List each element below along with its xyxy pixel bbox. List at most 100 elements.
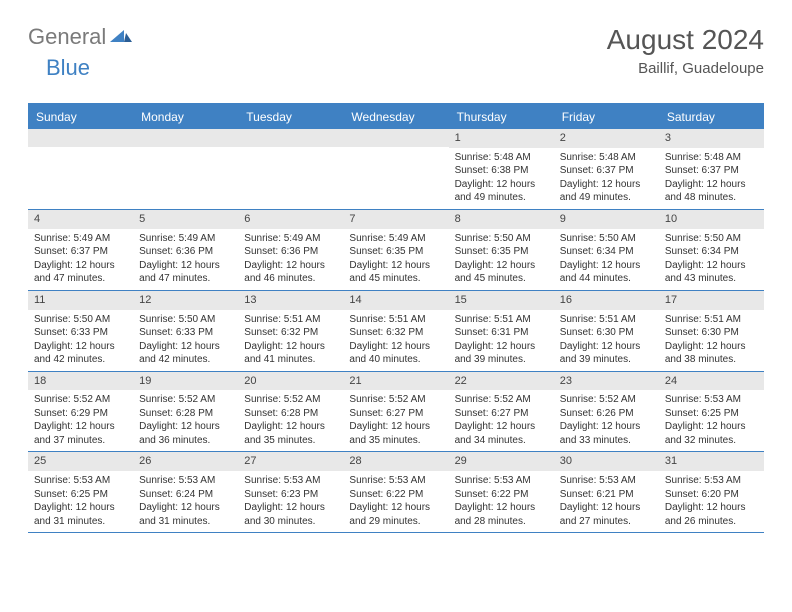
- week-row: 18Sunrise: 5:52 AMSunset: 6:29 PMDayligh…: [28, 372, 764, 453]
- sunrise-text: Sunrise: 5:53 AM: [139, 474, 232, 488]
- daylight-text: Daylight: 12 hours and 31 minutes.: [139, 501, 232, 528]
- day-body: Sunrise: 5:52 AMSunset: 6:26 PMDaylight:…: [554, 392, 659, 451]
- day-number: 21: [343, 372, 448, 391]
- sunset-text: Sunset: 6:34 PM: [560, 245, 653, 259]
- day-body: Sunrise: 5:48 AMSunset: 6:38 PMDaylight:…: [449, 150, 554, 209]
- page-title: August 2024: [607, 24, 764, 56]
- day-body: Sunrise: 5:52 AMSunset: 6:27 PMDaylight:…: [449, 392, 554, 451]
- sunrise-text: Sunrise: 5:50 AM: [455, 232, 548, 246]
- day-body: Sunrise: 5:50 AMSunset: 6:35 PMDaylight:…: [449, 231, 554, 290]
- sunset-text: Sunset: 6:33 PM: [139, 326, 232, 340]
- sunrise-text: Sunrise: 5:53 AM: [560, 474, 653, 488]
- day-number: 12: [133, 291, 238, 310]
- sunset-text: Sunset: 6:33 PM: [34, 326, 127, 340]
- week-row: 25 Sunrise: 5:53 AMSunset: 6:25 PMDayligh…: [28, 452, 764, 533]
- sunrise-text: Sunrise: 5:53 AM: [665, 393, 758, 407]
- daylight-text: Daylight: 12 hours and 45 minutes.: [455, 259, 548, 286]
- sunset-text: Sunset: 6:28 PM: [139, 407, 232, 421]
- day-body: Sunrise: 5:49 AMSunset: 6:35 PMDaylight:…: [343, 231, 448, 290]
- sunrise-text: Sunrise: 5:52 AM: [244, 393, 337, 407]
- day-number: 25: [28, 452, 133, 471]
- daylight-text: Daylight: 12 hours and 41 minutes.: [244, 340, 337, 367]
- day-body: Sunrise: 5:52 AMSunset: 6:28 PMDaylight:…: [133, 392, 238, 451]
- sunset-text: Sunset: 6:20 PM: [665, 488, 758, 502]
- daylight-text: Daylight: 12 hours and 47 minutes.: [34, 259, 127, 286]
- day-cell: 2Sunrise: 5:48 AMSunset: 6:37 PMDaylight…: [554, 129, 659, 209]
- day-number: 8: [449, 210, 554, 229]
- sunrise-text: Sunrise: 5:51 AM: [455, 313, 548, 327]
- daylight-text: Daylight: 12 hours and 46 minutes.: [244, 259, 337, 286]
- sunset-text: Sunset: 6:21 PM: [560, 488, 653, 502]
- sunset-text: Sunset: 6:23 PM: [244, 488, 337, 502]
- day-body: Sunrise: 5:51 AMSunset: 6:30 PMDaylight:…: [659, 312, 764, 371]
- sunset-text: Sunset: 6:32 PM: [244, 326, 337, 340]
- daylight-text: Daylight: 12 hours and 39 minutes.: [560, 340, 653, 367]
- logo: General: [28, 24, 134, 50]
- day-body: Sunrise: 5:52 AMSunset: 6:27 PMDaylight:…: [343, 392, 448, 451]
- day-number: 23: [554, 372, 659, 391]
- daylight-text: Daylight: 12 hours and 35 minutes.: [349, 420, 442, 447]
- day-number: [343, 129, 448, 147]
- daylight-text: Daylight: 12 hours and 29 minutes.: [349, 501, 442, 528]
- daylight-text: Daylight: 12 hours and 34 minutes.: [455, 420, 548, 447]
- day-body: Sunrise: 5:50 AMSunset: 6:34 PMDaylight:…: [659, 231, 764, 290]
- day-body: Sunrise: 5:53 AMSunset: 6:22 PMDaylight:…: [449, 473, 554, 532]
- day-number: 13: [238, 291, 343, 310]
- day-number: 5: [133, 210, 238, 229]
- day-number: 28: [343, 452, 448, 471]
- day-number: 15: [449, 291, 554, 310]
- sunrise-text: Sunrise: 5:48 AM: [560, 151, 653, 165]
- day-cell: 5Sunrise: 5:49 AMSunset: 6:36 PMDaylight…: [133, 210, 238, 290]
- sunrise-text: Sunrise: 5:53 AM: [34, 474, 127, 488]
- daylight-text: Daylight: 12 hours and 40 minutes.: [349, 340, 442, 367]
- day-cell: 30Sunrise: 5:53 AMSunset: 6:21 PMDayligh…: [554, 452, 659, 532]
- sunset-text: Sunset: 6:26 PM: [560, 407, 653, 421]
- day-body: Sunrise: 5:53 AMSunset: 6:23 PMDaylight:…: [238, 473, 343, 532]
- day-cell: 11Sunrise: 5:50 AMSunset: 6:33 PMDayligh…: [28, 291, 133, 371]
- daylight-text: Daylight: 12 hours and 28 minutes.: [455, 501, 548, 528]
- day-cell: 31Sunrise: 5:53 AMSunset: 6:20 PMDayligh…: [659, 452, 764, 532]
- day-cell: 20Sunrise: 5:52 AMSunset: 6:28 PMDayligh…: [238, 372, 343, 452]
- daylight-text: Daylight: 12 hours and 38 minutes.: [665, 340, 758, 367]
- day-cell: 15Sunrise: 5:51 AMSunset: 6:31 PMDayligh…: [449, 291, 554, 371]
- day-body: Sunrise: 5:53 AMSunset: 6:20 PMDaylight:…: [659, 473, 764, 532]
- day-number: 19: [133, 372, 238, 391]
- sunset-text: Sunset: 6:30 PM: [560, 326, 653, 340]
- day-number: [28, 129, 133, 147]
- sunset-text: Sunset: 6:25 PM: [665, 407, 758, 421]
- day-cell: 23Sunrise: 5:52 AMSunset: 6:26 PMDayligh…: [554, 372, 659, 452]
- day-body: Sunrise: 5:53 AMSunset: 6:25 PMDaylight:…: [28, 473, 133, 532]
- daylight-text: Daylight: 12 hours and 37 minutes.: [34, 420, 127, 447]
- day-cell: 7Sunrise: 5:49 AMSunset: 6:35 PMDaylight…: [343, 210, 448, 290]
- logo-mark-icon: [110, 26, 132, 49]
- day-number: 27: [238, 452, 343, 471]
- day-cell: 18Sunrise: 5:52 AMSunset: 6:29 PMDayligh…: [28, 372, 133, 452]
- day-cell: 21Sunrise: 5:52 AMSunset: 6:27 PMDayligh…: [343, 372, 448, 452]
- day-cell: 29Sunrise: 5:53 AMSunset: 6:22 PMDayligh…: [449, 452, 554, 532]
- day-number: 22: [449, 372, 554, 391]
- day-cell: 19Sunrise: 5:52 AMSunset: 6:28 PMDayligh…: [133, 372, 238, 452]
- daylight-text: Daylight: 12 hours and 36 minutes.: [139, 420, 232, 447]
- sunrise-text: Sunrise: 5:49 AM: [139, 232, 232, 246]
- week-row: 1Sunrise: 5:48 AMSunset: 6:38 PMDaylight…: [28, 129, 764, 210]
- day-number: 3: [659, 129, 764, 148]
- sunrise-text: Sunrise: 5:52 AM: [139, 393, 232, 407]
- day-cell: 17Sunrise: 5:51 AMSunset: 6:30 PMDayligh…: [659, 291, 764, 371]
- day-body: Sunrise: 5:51 AMSunset: 6:32 PMDaylight:…: [343, 312, 448, 371]
- day-cell: 6Sunrise: 5:49 AMSunset: 6:36 PMDaylight…: [238, 210, 343, 290]
- sunset-text: Sunset: 6:28 PM: [244, 407, 337, 421]
- day-number: 20: [238, 372, 343, 391]
- day-cell: 1Sunrise: 5:48 AMSunset: 6:38 PMDaylight…: [449, 129, 554, 209]
- daylight-text: Daylight: 12 hours and 48 minutes.: [665, 178, 758, 205]
- day-number: 18: [28, 372, 133, 391]
- day-body: Sunrise: 5:51 AMSunset: 6:30 PMDaylight:…: [554, 312, 659, 371]
- sunset-text: Sunset: 6:24 PM: [139, 488, 232, 502]
- day-body: Sunrise: 5:53 AMSunset: 6:25 PMDaylight:…: [659, 392, 764, 451]
- day-body: Sunrise: 5:53 AMSunset: 6:24 PMDaylight:…: [133, 473, 238, 532]
- daylight-text: Daylight: 12 hours and 42 minutes.: [139, 340, 232, 367]
- sunset-text: Sunset: 6:35 PM: [455, 245, 548, 259]
- sunrise-text: Sunrise: 5:52 AM: [560, 393, 653, 407]
- sunrise-text: Sunrise: 5:49 AM: [244, 232, 337, 246]
- sunset-text: Sunset: 6:38 PM: [455, 164, 548, 178]
- sunset-text: Sunset: 6:32 PM: [349, 326, 442, 340]
